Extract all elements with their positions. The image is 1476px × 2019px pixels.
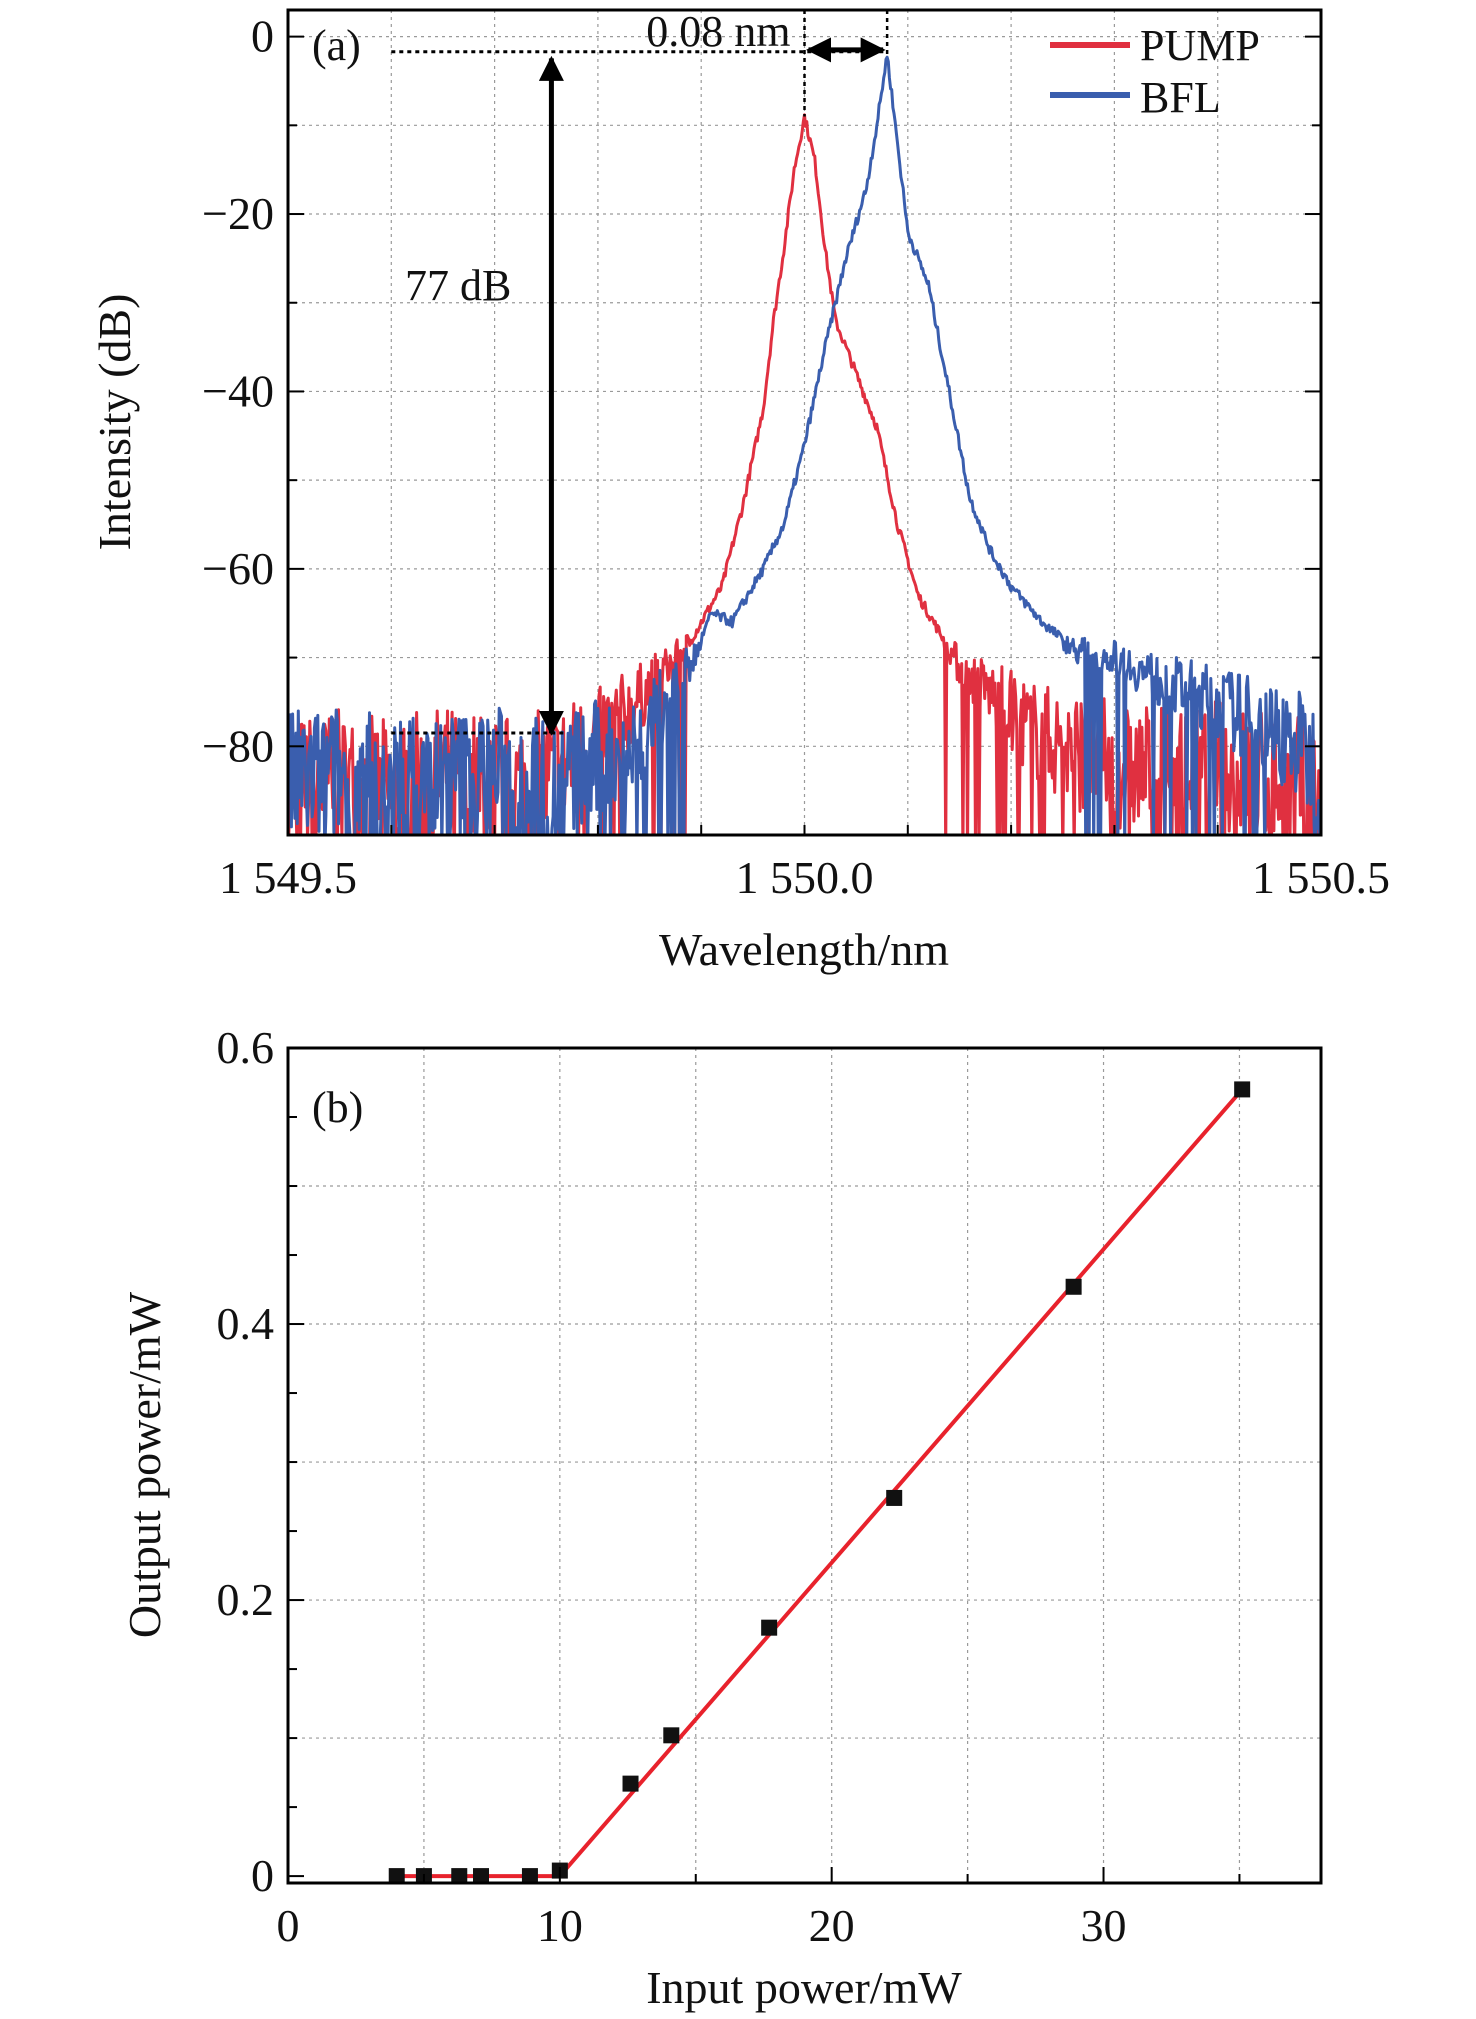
x-tick-label: 20 xyxy=(809,1900,855,1951)
y-tick-label: 0 xyxy=(251,11,274,62)
y-axis-title-b: Output power/mW xyxy=(119,1291,170,1638)
y-tick-label: −20 xyxy=(202,188,274,239)
x-axis-title-b: Input power/mW xyxy=(646,1962,962,2013)
data-point xyxy=(473,1868,490,1883)
panel-label-b: (b) xyxy=(312,1083,363,1132)
spectrum-panel: 0 −20 −40 −60 −80 1 549.5 1 550.0 1 550.5 0.08 … xyxy=(89,7,1390,975)
plot-frame-b xyxy=(286,1046,1323,1885)
ticks-b: 0 0.2 0.4 0.6 0 10 20 30 xyxy=(217,1022,1241,1951)
data-point xyxy=(1234,1081,1251,1098)
ticks-a: 0 −20 −40 −60 −80 1 549.5 1 550.0 1 550.5 xyxy=(202,11,1390,903)
y-tick-label: −60 xyxy=(202,543,274,594)
y-tick-label: 0.6 xyxy=(217,1022,275,1073)
data-point xyxy=(761,1619,778,1636)
x-tick-label: 1 550.0 xyxy=(736,852,874,903)
x-axis-title-a: Wavelength/nm xyxy=(659,924,949,975)
fit-line xyxy=(396,1088,1244,1879)
y-tick-label: −40 xyxy=(202,365,274,416)
snr-annotation: 77 dB xyxy=(405,261,511,310)
data-point xyxy=(1065,1278,1082,1295)
data-point xyxy=(521,1868,538,1883)
y-tick-label: 0 xyxy=(251,1850,274,1901)
data-point xyxy=(451,1868,468,1883)
series-line-bfl xyxy=(288,55,1321,835)
power-panel: 0 0.2 0.4 0.6 0 10 20 30 (b) Input power/mW Out… xyxy=(119,1022,1323,2013)
legend-label-pump: PUMP xyxy=(1140,21,1260,70)
y-tick-label: −80 xyxy=(202,720,274,771)
grid-b xyxy=(288,1048,1321,1883)
legend-label-bfl: BFL xyxy=(1140,73,1221,122)
data-point xyxy=(622,1775,639,1792)
data-point xyxy=(388,1868,405,1883)
x-tick-label: 1 549.5 xyxy=(219,852,357,903)
y-tick-label: 0.2 xyxy=(217,1574,275,1625)
x-tick-label: 0 xyxy=(277,1900,300,1951)
width-annotation: 0.08 nm xyxy=(646,7,790,56)
series-b xyxy=(388,1081,1251,1883)
x-tick-label: 1 550.5 xyxy=(1252,852,1390,903)
panel-label-a: (a) xyxy=(312,21,361,70)
x-tick-label: 30 xyxy=(1081,1900,1127,1951)
y-axis-title-a: Intensity (dB) xyxy=(89,294,140,551)
annotations-a: 0.08 nm 77 dB xyxy=(391,7,889,736)
data-point xyxy=(886,1489,903,1506)
data-point xyxy=(663,1727,680,1744)
legend: PUMP BFL xyxy=(1050,21,1260,122)
y-tick-label: 0.4 xyxy=(217,1298,275,1349)
x-tick-label: 10 xyxy=(537,1900,583,1951)
